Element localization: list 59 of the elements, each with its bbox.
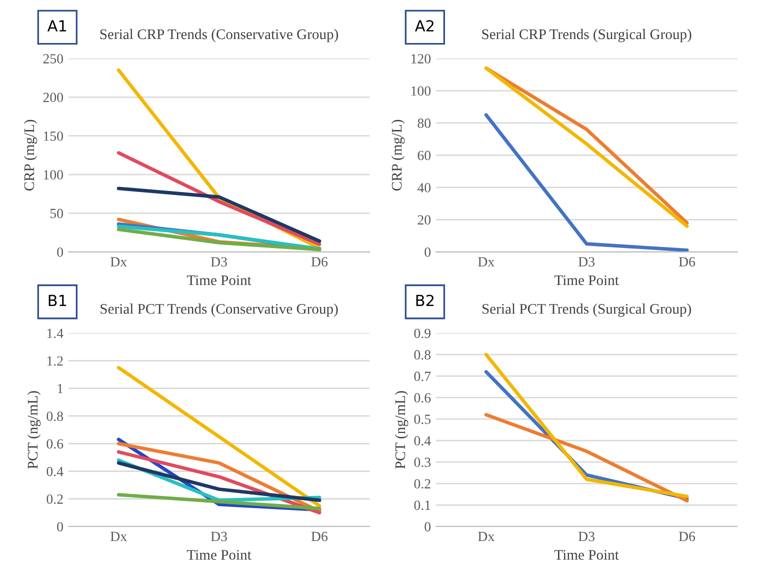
y-tick-label: 0.3: [414, 458, 431, 468]
y-axis-title: PCT (ng/mL): [27, 391, 41, 469]
y-tick-label: 0.9: [414, 328, 431, 338]
y-tick-label: 100: [411, 86, 431, 96]
chart-title: Serial CRP Trends (Conservative Group): [100, 28, 338, 42]
x-tick-label: Dx: [478, 532, 494, 542]
chart-title: Serial PCT Trends (Surgical Group): [482, 304, 691, 317]
x-axis-title: Time Point: [554, 275, 619, 286]
y-tick-label: 20: [418, 215, 431, 225]
y-tick-label: 0.6: [414, 393, 431, 403]
x-axis-title: Time Point: [186, 275, 252, 286]
y-tick-label: 0.5: [414, 414, 431, 424]
y-tick-label: 1.4: [47, 328, 64, 338]
chart-title: Serial CRP Trends (Surgical Group): [482, 28, 692, 42]
y-axis-title: CRP (mg/L): [391, 120, 405, 191]
x-tick-label: D3: [578, 532, 595, 542]
y-tick-label: 1.2: [47, 356, 63, 366]
y-tick-label: 250: [43, 54, 64, 64]
y-tick-label: 0.2: [414, 479, 430, 489]
x-tick-label: D6: [678, 532, 696, 542]
y-tick-label: 0.4: [46, 466, 64, 476]
x-tick-label: Dx: [110, 257, 127, 266]
y-axis-title: PCT (ng/mL): [394, 391, 408, 469]
y-tick-label: 0.8: [46, 412, 64, 422]
text: A1: [47, 20, 66, 32]
x-tick-label: D6: [678, 257, 696, 267]
y-tick-label: 0.8: [414, 350, 431, 360]
y-tick-label: 50: [50, 208, 64, 218]
y-tick-label: 40: [417, 183, 431, 192]
x-tick-label: D6: [311, 532, 328, 542]
y-tick-label: 150: [44, 131, 64, 141]
text: B1: [48, 294, 66, 306]
x-tick-label: D3: [210, 257, 227, 267]
x-tick-label: Dx: [110, 532, 127, 542]
y-tick-label: 0: [424, 522, 431, 532]
x-tick-label: D6: [311, 257, 328, 267]
y-tick-label: 0: [57, 522, 64, 532]
x-tick-label: D3: [578, 257, 595, 267]
x-tick-label: Dx: [478, 257, 494, 266]
text: A2: [414, 20, 434, 32]
y-tick-label: 0.7: [414, 372, 431, 382]
y-tick-label: 120: [411, 54, 431, 64]
x-tick-label: D3: [210, 532, 227, 542]
y-tick-label: 200: [43, 92, 64, 102]
y-tick-label: 0: [57, 247, 64, 257]
y-tick-label: 0.6: [46, 439, 64, 449]
y-tick-label: 0.4: [414, 436, 431, 446]
y-tick-label: 0: [424, 247, 431, 257]
x-axis-title: Time Point: [186, 550, 252, 560]
y-tick-label: 100: [44, 170, 64, 180]
y-tick-label: 60: [418, 150, 431, 160]
x-axis-title: Time Point: [554, 550, 619, 560]
y-tick-label: 0.1: [414, 500, 430, 510]
y-tick-label: 1: [58, 384, 63, 394]
y-tick-label: 80: [418, 118, 431, 128]
y-axis-title: CRP (mg/L): [24, 120, 38, 191]
y-tick-label: 0.2: [46, 494, 63, 504]
chart-title: Serial PCT Trends (Conservative Group): [100, 304, 338, 317]
text: B2: [416, 294, 434, 306]
